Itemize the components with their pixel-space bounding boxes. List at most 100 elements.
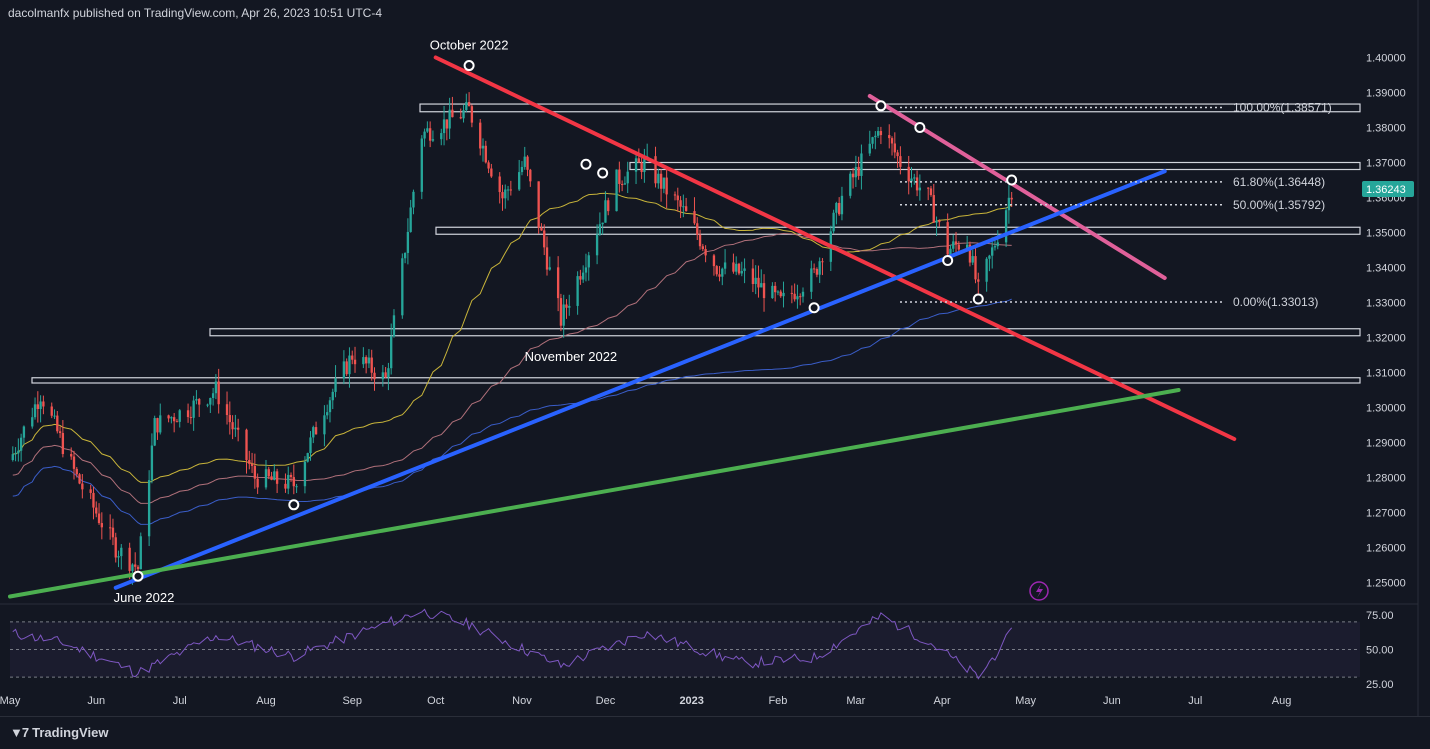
candle-body	[977, 279, 980, 282]
chart-background	[0, 0, 1430, 716]
candle-body	[657, 173, 660, 184]
lightning-icon[interactable]	[1029, 581, 1049, 601]
candle-body	[306, 453, 309, 462]
candle-body	[114, 537, 117, 558]
candle-body	[33, 404, 37, 418]
candle-body	[270, 476, 273, 480]
candle-body	[654, 156, 657, 184]
price-tick-label: 1.35000	[1366, 228, 1406, 240]
candle-body	[136, 566, 140, 570]
price-tick-label: 1.30000	[1366, 403, 1406, 415]
candle-body	[879, 131, 883, 136]
candle-body	[529, 169, 532, 182]
price-tick-label: 1.28000	[1366, 473, 1406, 485]
candle-body	[470, 106, 474, 123]
candle-body	[1010, 197, 1013, 200]
candle-body	[42, 401, 45, 407]
candle-body	[373, 372, 376, 380]
candle-body	[526, 156, 529, 170]
annotations: October 2022 November 2022 June 2022	[114, 38, 618, 606]
candle-body	[974, 256, 977, 280]
candle-body	[715, 266, 718, 275]
candle-body	[295, 486, 298, 488]
rsi-pane: 75.00 50.00 25.00	[10, 608, 1394, 691]
candle-body	[236, 427, 240, 430]
candle-body	[540, 227, 543, 231]
candle-body	[484, 145, 487, 163]
candle-body	[289, 474, 293, 478]
candle-body	[465, 102, 468, 111]
candle-body	[771, 285, 774, 299]
current-price-tag	[1362, 180, 1414, 197]
fib-label: 100.00%(1.38571)	[1233, 101, 1332, 115]
time-tick-label: Feb	[768, 695, 787, 707]
candle-body	[801, 291, 805, 297]
candle-body	[935, 220, 938, 223]
candle-body	[442, 119, 446, 134]
tradingview-brand[interactable]: ▼7 TradingView	[10, 725, 108, 740]
price-tick-label: 1.40000	[1366, 53, 1406, 65]
fib-label: 50.00%(1.35792)	[1233, 198, 1325, 212]
candle-body	[968, 244, 972, 263]
candle-body	[682, 206, 685, 208]
candle-body	[250, 463, 254, 466]
candle-body	[582, 272, 585, 280]
candles	[11, 92, 1013, 585]
candle-body	[773, 285, 777, 293]
candle-body	[537, 181, 540, 228]
candle-body	[231, 422, 234, 430]
candle-body	[810, 268, 813, 292]
price-chart[interactable]: 100.00%(1.38571) 61.80%(1.36448) 50.00%(1.…	[0, 0, 1430, 716]
candle-body	[172, 417, 176, 422]
pivot-marker	[914, 122, 926, 133]
candle-body	[58, 431, 62, 434]
time-tick-label: Nov	[512, 695, 532, 707]
candle-body	[1007, 197, 1011, 211]
candle-body	[167, 415, 170, 419]
candle-body	[868, 143, 871, 154]
candle-body	[712, 255, 716, 267]
candle-body	[971, 256, 974, 263]
candle-body	[946, 222, 949, 255]
candle-body	[153, 418, 156, 446]
candle-body	[156, 418, 159, 433]
candle-body	[192, 400, 195, 418]
price-tick-label: 1.32000	[1366, 333, 1406, 345]
sr-zone	[31, 377, 1361, 384]
candle-body	[762, 283, 766, 299]
price-tick-label: 1.25000	[1366, 578, 1406, 590]
price-tick-label: 1.33000	[1366, 298, 1406, 310]
candle-body	[523, 156, 526, 167]
brand-label: TradingView	[32, 725, 109, 740]
candle-body	[954, 241, 958, 245]
candle-body	[490, 168, 493, 177]
candle-body	[996, 242, 999, 247]
price-axis[interactable]: 1.400001.390001.380001.370001.360001.350…	[1362, 53, 1414, 590]
candle-body	[292, 477, 295, 487]
candle-body	[637, 158, 640, 163]
candle-body	[782, 292, 785, 297]
candle-body	[545, 247, 549, 270]
candle-body	[225, 404, 229, 416]
time-tick-label: Sep	[342, 695, 362, 707]
sr-zone	[435, 226, 1361, 235]
candle-body	[559, 298, 563, 326]
candle-body	[50, 406, 53, 416]
time-tick-label: Oct	[427, 695, 444, 707]
time-axis[interactable]: May Jun Jul Aug Sep Oct Nov Dec 2023 Feb Mar Apr May…	[0, 695, 1291, 707]
candle-body	[53, 415, 56, 417]
candle-body	[273, 471, 276, 480]
candle-body	[938, 220, 941, 223]
price-tick-label: 1.29000	[1366, 438, 1406, 450]
candle-body	[821, 261, 824, 263]
candle-body	[412, 191, 415, 208]
candle-body	[81, 483, 84, 490]
candle-body	[345, 361, 348, 375]
candle-body	[401, 258, 404, 316]
candle-body	[248, 460, 251, 464]
candle-body	[487, 162, 490, 169]
price-tick-label: 1.31000	[1366, 368, 1406, 380]
rsi-line	[12, 608, 1013, 680]
candle-body	[195, 399, 198, 401]
candle-body	[498, 176, 501, 193]
